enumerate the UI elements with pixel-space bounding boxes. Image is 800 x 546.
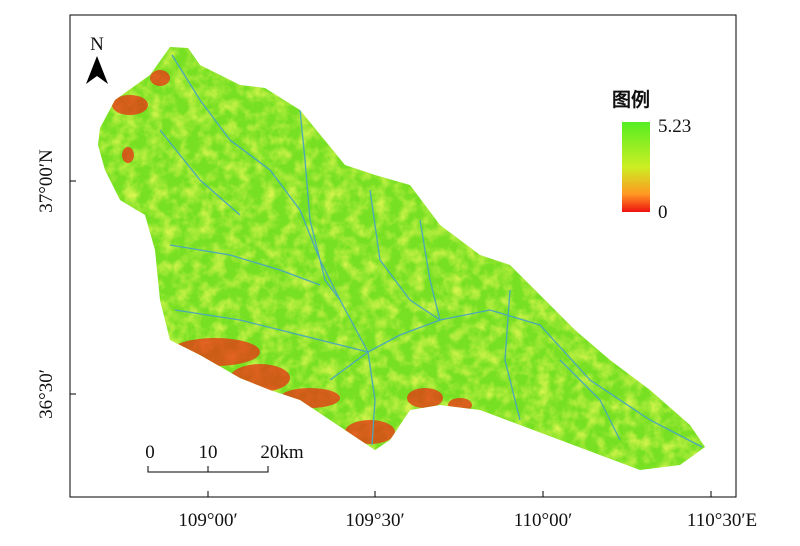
scale-label: 20km — [260, 442, 304, 463]
scale-bar: 0 10 20km — [145, 442, 304, 473]
scale-bar-line — [147, 466, 269, 473]
x-tick-label: 110°30′E — [687, 510, 757, 531]
y-tick-label: 36°30′ — [36, 369, 57, 419]
y-tick-label: 37°00′N — [36, 149, 57, 213]
legend: 图例 5.23 0 — [612, 88, 691, 223]
north-label: N — [90, 34, 104, 55]
legend-min-label: 0 — [658, 202, 668, 223]
legend-max-label: 5.23 — [658, 116, 691, 137]
x-tick-label: 110°00′ — [514, 510, 573, 531]
scale-label: 0 — [145, 442, 155, 463]
x-axis: 109°00′ 109°30′ 110°00′ 110°30′E — [178, 491, 757, 531]
north-arrow-icon — [86, 56, 108, 84]
scale-label: 10 — [199, 442, 218, 463]
rivers — [159, 54, 703, 448]
map-frame — [69, 14, 737, 498]
y-axis: 37°00′N 36°30′ — [36, 149, 76, 419]
x-tick-label: 109°30′ — [345, 510, 404, 531]
legend-title: 图例 — [612, 88, 650, 111]
legend-colorbar — [622, 122, 650, 212]
x-tick-label: 109°00′ — [178, 510, 237, 531]
north-arrow: N — [86, 34, 108, 84]
